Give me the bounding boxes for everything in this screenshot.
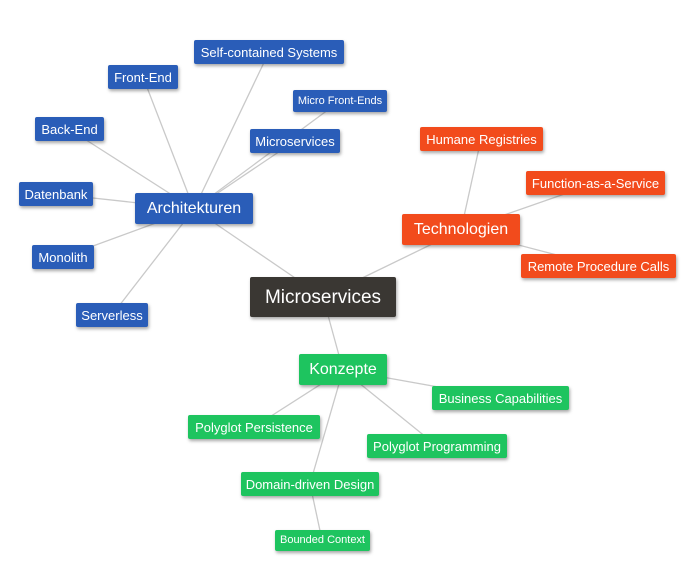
- node-business-capabilities[interactable]: Business Capabilities: [432, 386, 569, 410]
- node-polyglot-persistence[interactable]: Polyglot Persistence: [188, 415, 320, 439]
- node-technologien[interactable]: Technologien: [402, 214, 520, 245]
- node-serverless[interactable]: Serverless: [76, 303, 148, 327]
- node-bounded-context[interactable]: Bounded Context: [275, 530, 370, 551]
- node-konzepte[interactable]: Konzepte: [299, 354, 387, 385]
- node-self-contained-systems[interactable]: Self-contained Systems: [194, 40, 344, 64]
- node-front-end[interactable]: Front-End: [108, 65, 178, 89]
- node-root[interactable]: Microservices: [250, 277, 396, 317]
- edge-architekturen-micro-front-ends: [193, 100, 341, 210]
- node-micro-front-ends[interactable]: Micro Front-Ends: [293, 90, 387, 112]
- edge-konzepte-domain-driven-design: [309, 369, 344, 485]
- node-microservices-arch[interactable]: Microservices: [250, 129, 340, 153]
- node-architekturen[interactable]: Architekturen: [135, 193, 253, 224]
- node-humane-registries[interactable]: Humane Registries: [420, 127, 543, 151]
- node-back-end[interactable]: Back-End: [35, 117, 104, 141]
- node-datenbank[interactable]: Datenbank: [19, 182, 93, 206]
- node-function-as-a-service[interactable]: Function-as-a-Service: [526, 171, 665, 195]
- node-monolith[interactable]: Monolith: [32, 245, 94, 269]
- node-domain-driven-design[interactable]: Domain-driven Design: [241, 472, 379, 496]
- edge-architekturen-self-contained-systems: [193, 51, 270, 210]
- node-polyglot-programming[interactable]: Polyglot Programming: [367, 434, 507, 458]
- edge-architekturen-serverless: [111, 208, 195, 316]
- edge-architekturen-front-end: [142, 76, 195, 210]
- node-remote-procedure-calls[interactable]: Remote Procedure Calls: [521, 254, 676, 278]
